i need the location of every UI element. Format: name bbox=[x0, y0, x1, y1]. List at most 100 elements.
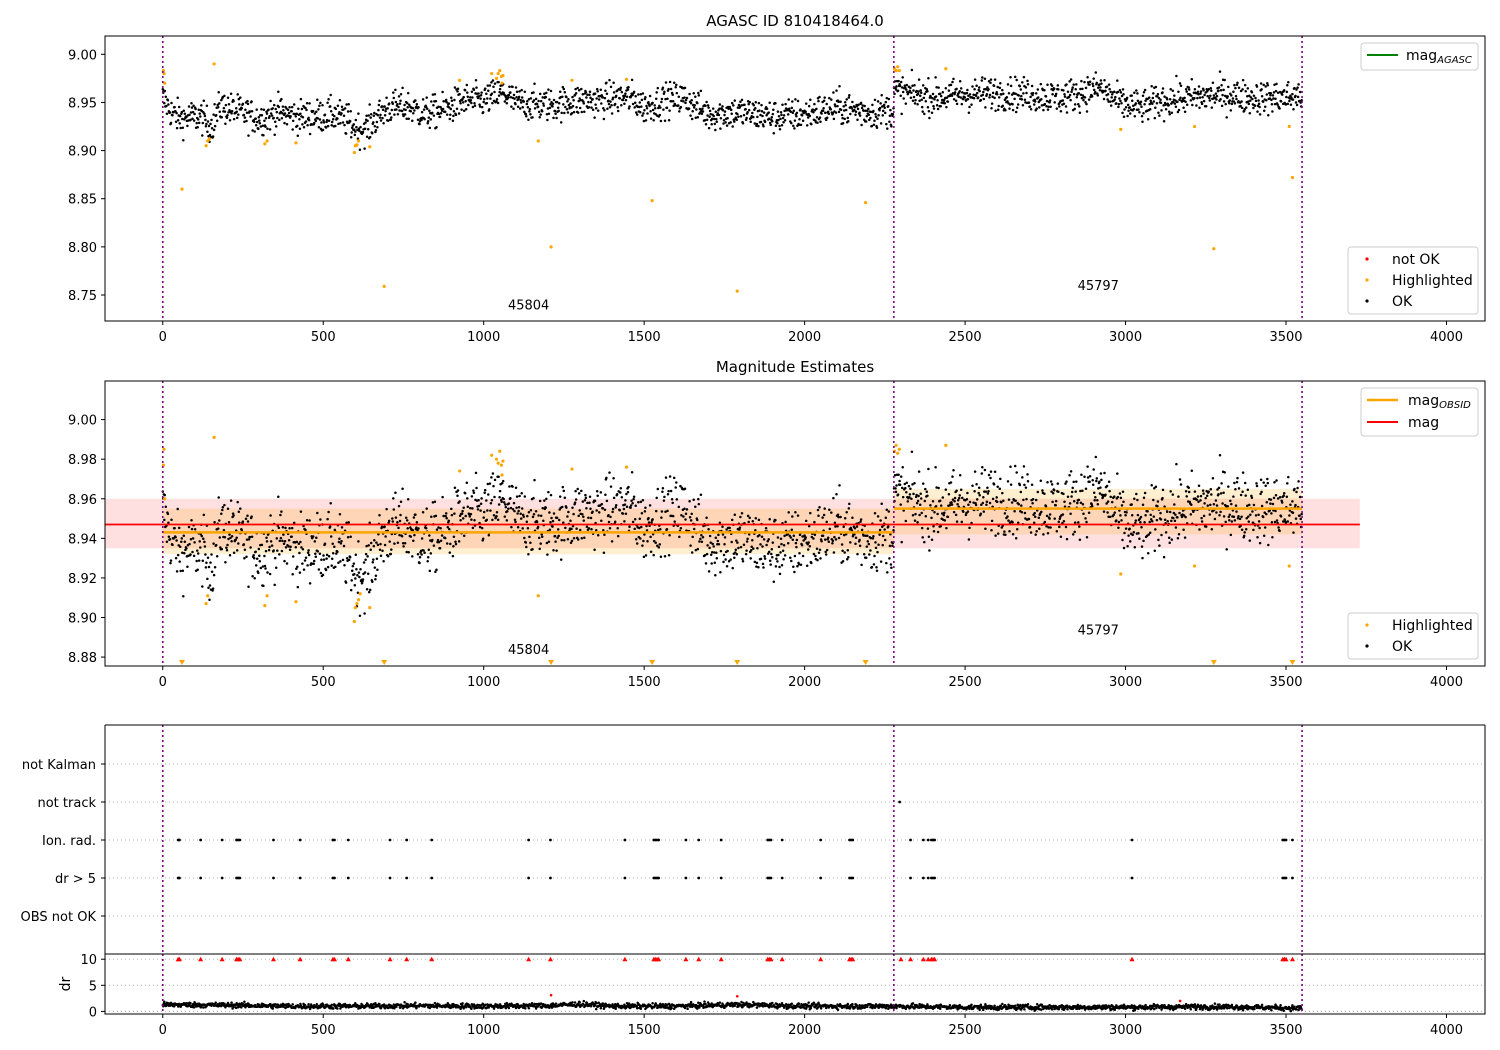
ok-point bbox=[467, 103, 470, 107]
ok-point bbox=[209, 122, 212, 126]
ok-point bbox=[206, 577, 209, 581]
legend-box bbox=[1347, 612, 1479, 660]
ok-point bbox=[1286, 520, 1290, 523]
ok-point bbox=[958, 473, 962, 477]
ok-point bbox=[421, 511, 425, 514]
ok-point bbox=[1168, 112, 1171, 116]
ok-point bbox=[204, 553, 207, 556]
ok-point bbox=[1163, 95, 1166, 98]
ok-point bbox=[599, 88, 603, 91]
ok-point bbox=[535, 520, 539, 524]
ok-point bbox=[1137, 532, 1140, 535]
ok-point bbox=[211, 135, 215, 138]
ok-point bbox=[507, 502, 511, 505]
ok-point bbox=[721, 105, 724, 108]
ok-point bbox=[1251, 510, 1254, 513]
ok-point bbox=[898, 84, 902, 88]
ok-point bbox=[525, 102, 529, 106]
ok-point bbox=[422, 549, 425, 552]
highlighted-point bbox=[944, 67, 948, 71]
ok-point bbox=[724, 558, 727, 561]
ok-point bbox=[1081, 503, 1085, 506]
ok-point bbox=[521, 105, 524, 109]
ok-point bbox=[825, 102, 828, 106]
ok-point bbox=[397, 95, 401, 98]
ok-point bbox=[546, 553, 549, 556]
ok-point bbox=[1235, 510, 1238, 513]
ok-point bbox=[755, 122, 759, 126]
ok-point bbox=[1065, 537, 1069, 541]
ok-point bbox=[1282, 492, 1286, 495]
ok-point bbox=[1122, 115, 1126, 119]
ok-point bbox=[495, 510, 499, 514]
ok-point bbox=[572, 537, 576, 540]
ok-point bbox=[712, 114, 715, 118]
ok-point bbox=[367, 590, 371, 594]
ok-point bbox=[326, 124, 330, 128]
ok-point bbox=[771, 541, 775, 544]
ok-point bbox=[619, 88, 622, 92]
ok-point bbox=[585, 96, 588, 99]
ok-point bbox=[1193, 97, 1196, 100]
ok-point bbox=[738, 528, 741, 531]
ok-point bbox=[406, 91, 410, 95]
ok-point bbox=[997, 96, 1001, 99]
ok-point bbox=[1243, 83, 1247, 87]
ok-point bbox=[922, 96, 926, 100]
ok-point bbox=[398, 519, 402, 523]
ok-point bbox=[344, 581, 348, 584]
ok-point bbox=[965, 498, 969, 501]
ok-point bbox=[409, 535, 413, 538]
ok-point bbox=[601, 96, 605, 99]
ok-point bbox=[212, 113, 215, 116]
ok-point bbox=[181, 551, 184, 554]
ok-point bbox=[608, 527, 612, 530]
ok-point bbox=[181, 569, 185, 573]
ok-point bbox=[614, 503, 618, 507]
ok-point bbox=[1177, 90, 1180, 93]
ok-point bbox=[1052, 87, 1056, 90]
flag-point bbox=[238, 876, 242, 880]
ok-point bbox=[1189, 513, 1193, 516]
ok-point bbox=[550, 516, 553, 520]
ok-point bbox=[1029, 531, 1033, 534]
ok-point bbox=[710, 562, 713, 565]
ok-point bbox=[732, 104, 735, 107]
ok-point bbox=[620, 496, 624, 499]
ok-point bbox=[454, 542, 458, 546]
ok-point bbox=[1161, 91, 1164, 94]
ok-point bbox=[1063, 505, 1067, 508]
ok-point bbox=[1146, 551, 1150, 555]
ok-point bbox=[1220, 482, 1223, 485]
ok-point bbox=[1034, 92, 1038, 95]
highlighted-point bbox=[499, 463, 503, 467]
ok-point bbox=[832, 551, 836, 554]
ok-point bbox=[273, 120, 277, 123]
ok-point bbox=[888, 557, 891, 560]
ok-point bbox=[1094, 496, 1097, 499]
ok-point bbox=[1077, 498, 1081, 502]
ok-point bbox=[254, 117, 257, 120]
ok-point bbox=[1286, 84, 1289, 87]
ok-point bbox=[945, 526, 948, 530]
ok-point bbox=[1159, 98, 1162, 102]
ok-point bbox=[1090, 504, 1094, 508]
ok-point bbox=[751, 111, 754, 115]
ok-point bbox=[635, 113, 639, 116]
ok-point bbox=[289, 114, 292, 118]
ok-point bbox=[699, 493, 703, 497]
ok-point bbox=[434, 99, 438, 103]
ok-point bbox=[479, 93, 483, 97]
ok-point bbox=[622, 507, 626, 511]
ok-point bbox=[1020, 94, 1023, 98]
flag-point bbox=[346, 876, 350, 880]
ok-point bbox=[713, 551, 716, 554]
ok-point bbox=[837, 515, 840, 519]
ok-point bbox=[373, 111, 376, 115]
ok-point bbox=[331, 551, 335, 555]
ok-point bbox=[518, 494, 521, 498]
ok-point bbox=[381, 549, 384, 552]
ok-point bbox=[308, 102, 311, 105]
ok-point bbox=[754, 106, 757, 110]
ok-point bbox=[523, 90, 527, 93]
